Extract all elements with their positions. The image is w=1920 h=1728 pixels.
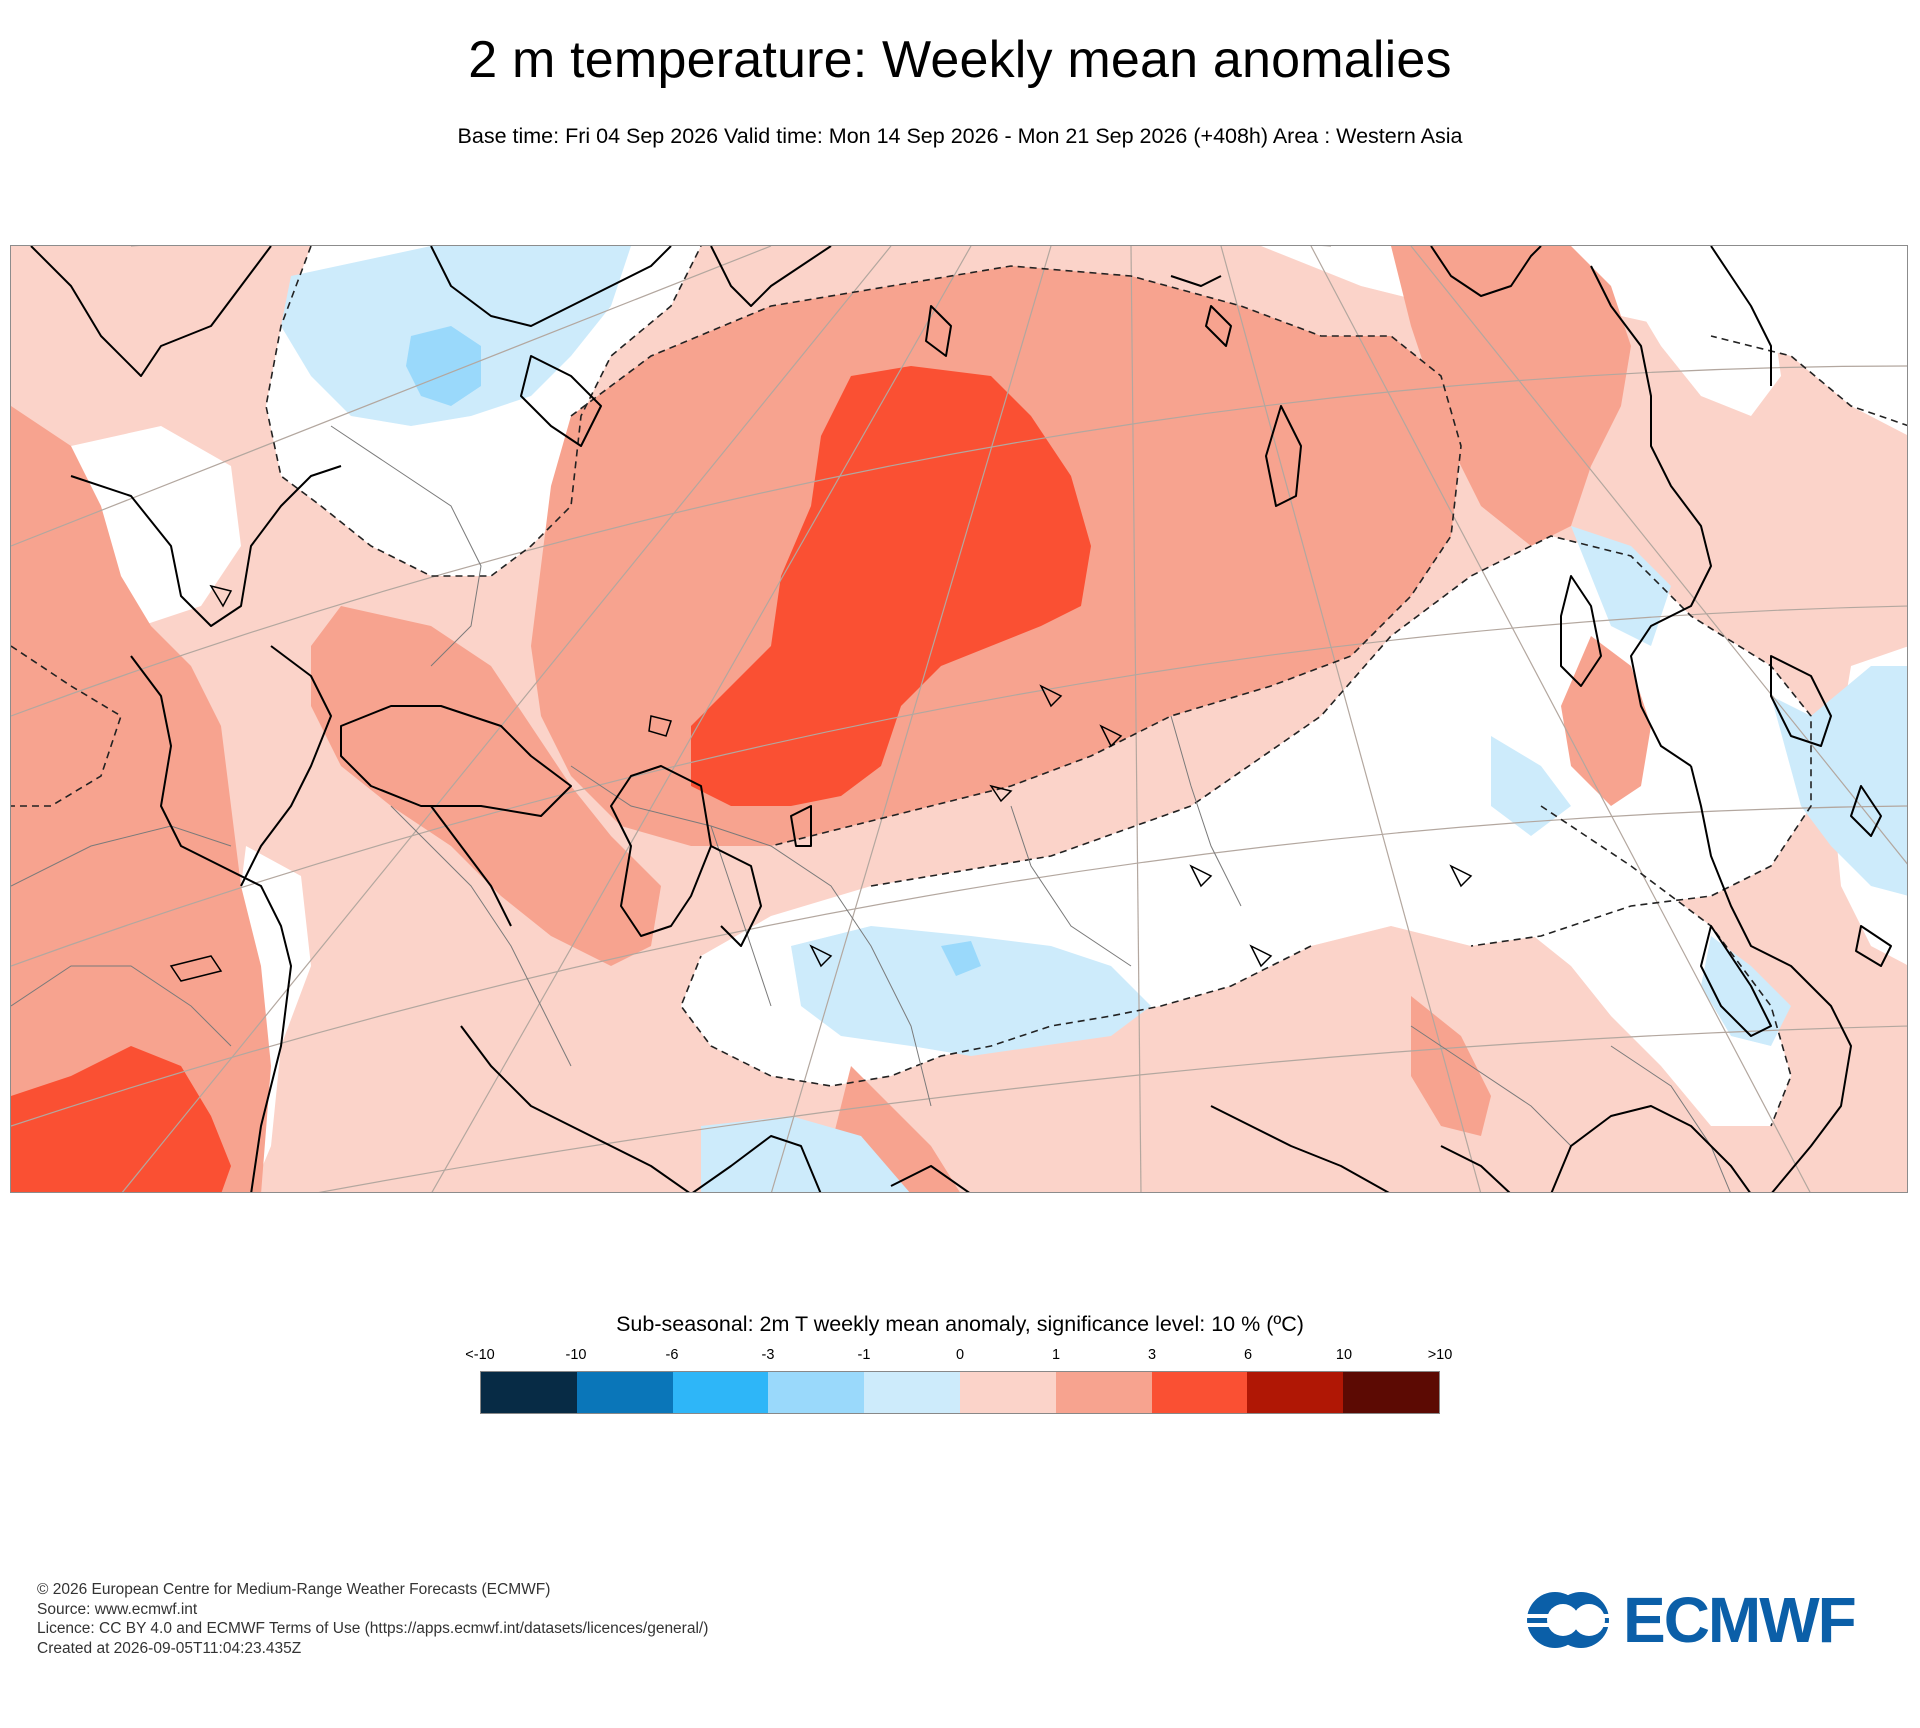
ecmwf-logo: ECMWF <box>1525 1588 1885 1652</box>
legend-swatch <box>864 1372 960 1413</box>
cool-1-3-areas <box>406 326 981 976</box>
graticule-lines <box>11 246 1907 1192</box>
legend-swatch <box>1055 1372 1152 1413</box>
significance-contours <box>11 246 1907 1127</box>
legend-swatch <box>768 1372 865 1413</box>
legend-tick-label: 10 <box>1335 1347 1353 1363</box>
legend-tick-labels: <-10 -10 -6 -3 -1 0 1 3 6 10 >10 <box>0 1347 1920 1367</box>
legend-swatch <box>481 1372 577 1413</box>
copyright-line: © 2026 European Centre for Medium-Range … <box>37 1581 551 1598</box>
page-title: 2 m temperature: Weekly mean anomalies <box>468 31 1452 89</box>
legend-swatch <box>1247 1372 1344 1413</box>
legend-swatch <box>1343 1372 1439 1413</box>
legend-tick-label: 3 <box>1147 1347 1157 1363</box>
warm-6-10-areas <box>11 366 1091 1192</box>
legend-tick-label: 0 <box>955 1347 965 1363</box>
legend-swatch <box>1151 1372 1248 1413</box>
legend-swatch <box>672 1372 769 1413</box>
legend-tick-label: -1 <box>857 1347 871 1363</box>
licence-line: Licence: CC BY 4.0 and ECMWF Terms of Us… <box>37 1620 709 1637</box>
legend-tick-label: -3 <box>761 1347 775 1363</box>
created-line: Created at 2026-09-05T11:04:23.435Z <box>37 1639 302 1657</box>
logo-text: ECMWF <box>1623 1584 1857 1656</box>
legend-tick-label: 1 <box>1051 1347 1061 1363</box>
legend-swatch <box>959 1372 1056 1413</box>
legend-tick-label: 6 <box>1243 1347 1253 1363</box>
country-borders <box>11 425 1731 1192</box>
page-subtitle: Base time: Fri 04 Sep 2026 Valid time: M… <box>457 124 1463 148</box>
coastlines <box>30 246 1892 1192</box>
anomaly-map <box>10 245 1908 1193</box>
map-canvas <box>11 246 1907 1192</box>
ecmwf-logo-icon <box>1525 1592 1611 1648</box>
footer-credits: © 2026 European Centre for Medium-Range … <box>37 1580 708 1658</box>
legend-title: Sub-seasonal: 2m T weekly mean anomaly, … <box>616 1312 1304 1336</box>
legend-tick-label: -6 <box>665 1347 679 1363</box>
color-scale-bar <box>480 1371 1440 1414</box>
legend-tick-label: <-10 <box>465 1347 495 1363</box>
lakes <box>169 584 1473 982</box>
legend-swatch <box>576 1372 673 1413</box>
source-line: Source: www.ecmwf.int <box>37 1600 198 1618</box>
legend-tick-label: -10 <box>565 1347 587 1363</box>
legend-tick-label: >10 <box>1427 1347 1453 1363</box>
